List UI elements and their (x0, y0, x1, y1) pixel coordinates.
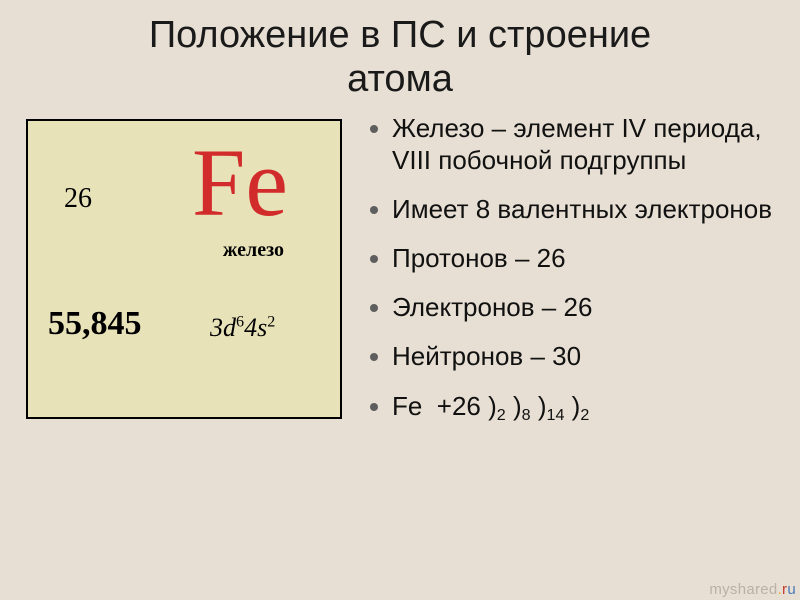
bullet-item: Протонов – 26 (370, 243, 780, 274)
bullet-item: Имеет 8 валентных электронов (370, 194, 780, 225)
bullet-item: Железо – элемент IV периода, VIII побочн… (370, 113, 780, 175)
page-title: Положение в ПС и строение атома (0, 0, 800, 101)
bullet-item: Нейтронов – 30 (370, 341, 780, 372)
title-line-2: атома (347, 58, 453, 100)
electron-config: 3d64s2 (210, 313, 275, 343)
element-symbol: Fe (192, 135, 288, 231)
bullet-text: Протонов – 26 (392, 243, 566, 274)
bullet-text: Имеет 8 валентных электронов (392, 194, 772, 225)
bullet-text: Электронов – 26 (392, 292, 592, 323)
atomic-number: 26 (64, 183, 92, 215)
title-line-1: Положение в ПС и строение (149, 14, 651, 56)
bullet-list: Железо – элемент IV периода, VIII побочн… (370, 113, 780, 439)
bullet-item: Электронов – 26 (370, 292, 780, 323)
bullet-item: Fe +26 )2 )8 )14 )2 (370, 391, 780, 422)
bullet-dot-icon (370, 304, 378, 312)
bullet-text: Нейтронов – 30 (392, 341, 581, 372)
bullet-dot-icon (370, 353, 378, 361)
periodic-element-card: 26 Fe железо 55,845 3d64s2 (26, 119, 342, 419)
atomic-mass: 55,845 (48, 305, 142, 343)
bullet-dot-icon (370, 125, 378, 133)
bullet-dot-icon (370, 255, 378, 263)
bullet-dot-icon (370, 206, 378, 214)
watermark: myshared.ru (709, 581, 796, 598)
bullet-dot-icon (370, 403, 378, 411)
content-area: 26 Fe железо 55,845 3d64s2 Железо – элем… (0, 119, 800, 439)
bullet-text: Fe +26 )2 )8 )14 )2 (392, 391, 589, 422)
bullet-text: Железо – элемент IV периода, VIII побочн… (392, 113, 780, 175)
element-name: железо (223, 239, 284, 262)
watermark-text: myshared (709, 581, 777, 598)
